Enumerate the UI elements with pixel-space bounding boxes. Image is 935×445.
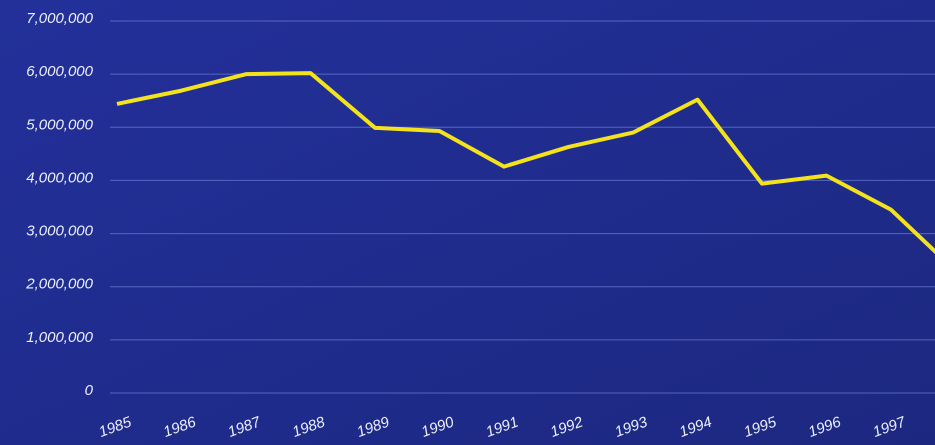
y-tick-label: 4,000,000 [26, 169, 93, 186]
y-tick-label: 3,000,000 [26, 223, 93, 240]
y-tick-label: 7,000,000 [26, 10, 93, 27]
y-tick-label: 5,000,000 [26, 116, 93, 133]
data-line [116, 71, 935, 255]
y-tick-label: 0 [85, 382, 94, 399]
y-tick-label: 6,000,000 [26, 63, 93, 80]
y-tick-label: 2,000,000 [25, 276, 93, 293]
y-tick-label: 1,000,000 [26, 329, 93, 346]
